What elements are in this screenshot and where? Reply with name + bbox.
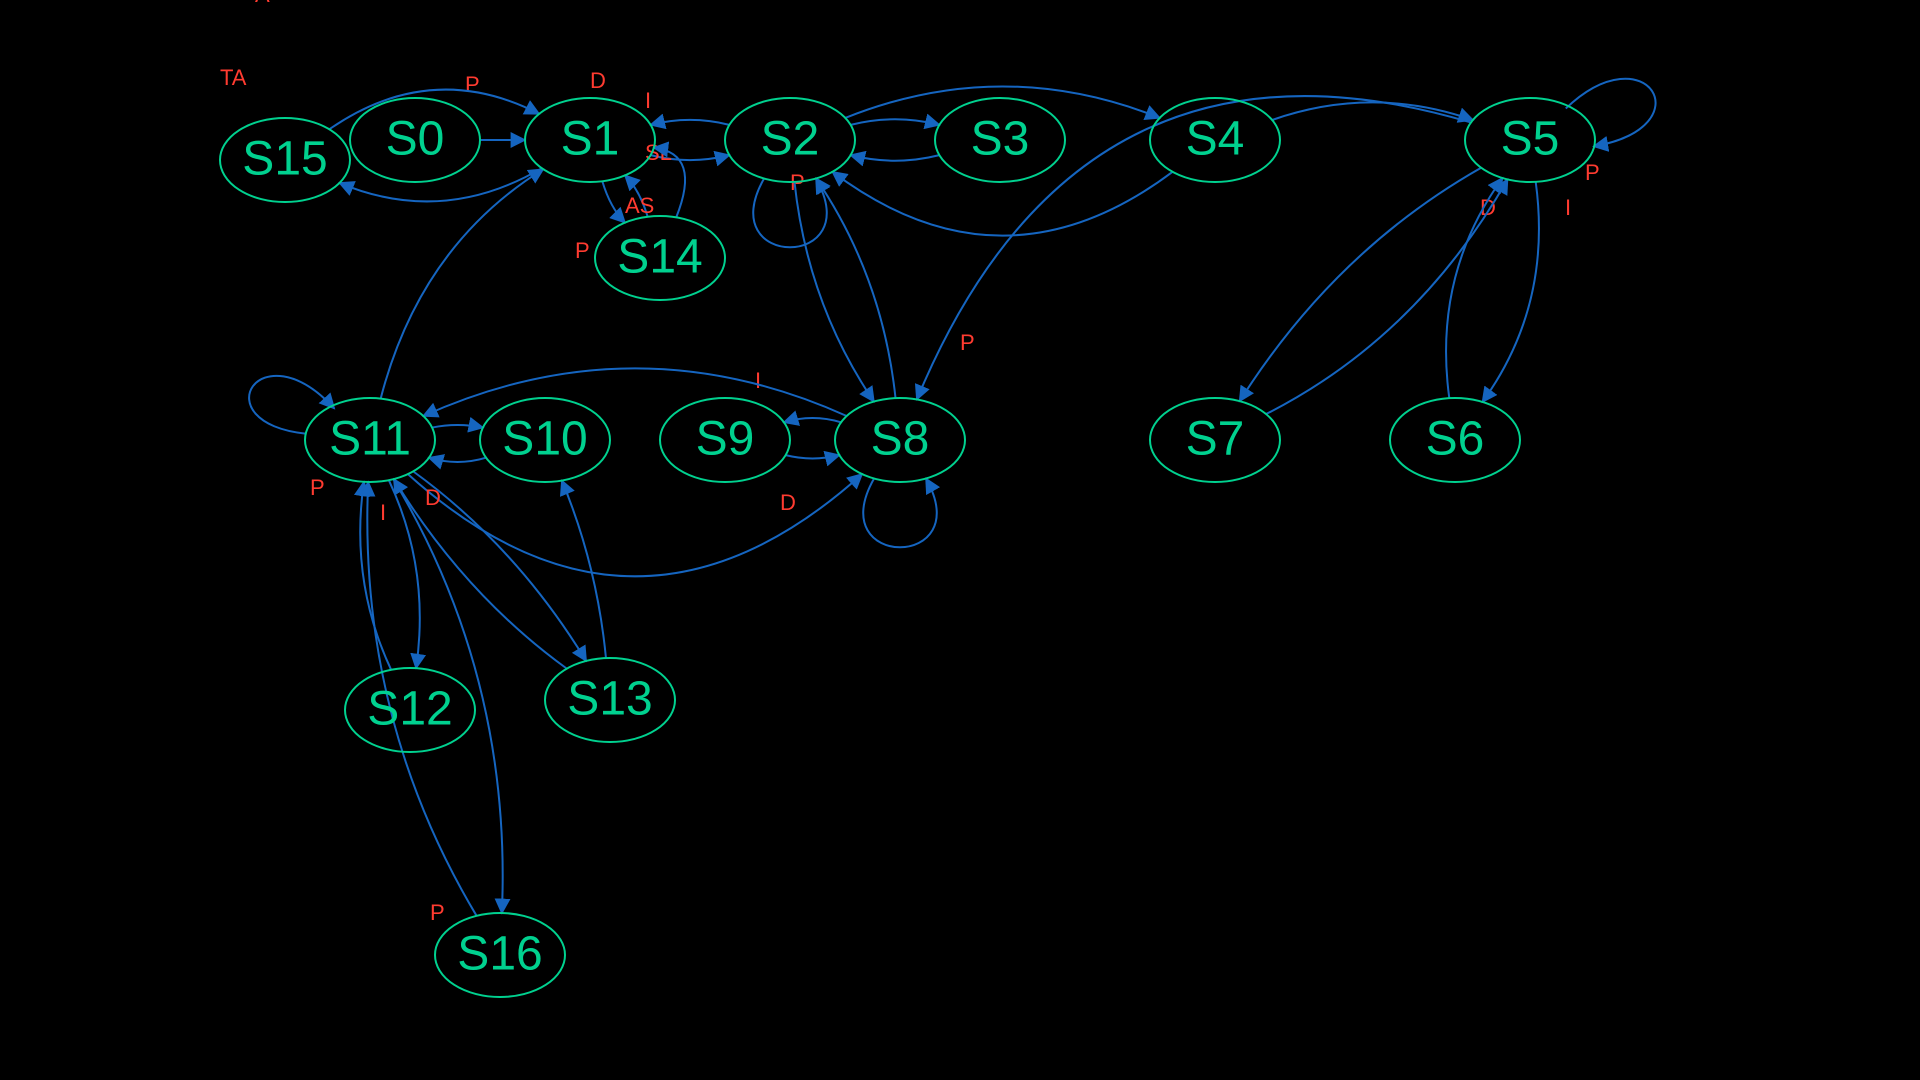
edge-S11-S1 (381, 169, 544, 398)
node-S9: S9 (660, 398, 790, 482)
node-S16: S16 (435, 913, 565, 997)
node-label-S12: S12 (367, 683, 452, 736)
edge-label-S12-S11: P (310, 475, 325, 500)
node-S3: S3 (935, 98, 1065, 182)
node-label-S4: S4 (1186, 113, 1245, 166)
state-diagram: PSLTAASAIDPIDPIPDIDPPPS15S0S1S2S3S4S5S14… (0, 0, 1920, 1080)
node-S6: S6 (1390, 398, 1520, 482)
edge-S11-S12 (389, 480, 420, 668)
node-label-S7: S7 (1186, 413, 1245, 466)
node-label-S9: S9 (696, 413, 755, 466)
node-S14: S14 (595, 216, 725, 300)
edge-label-S1-S15: TA (220, 65, 247, 90)
edge-label-S11-S12: I (380, 500, 386, 525)
node-S5: S5 (1465, 98, 1595, 182)
edge-label-S11-S16: P (430, 900, 445, 925)
node-S15: S15 (220, 118, 350, 202)
edge-S8-S9 (784, 418, 841, 422)
edge-label-S6-S5: P (1585, 160, 1600, 185)
node-S13: S13 (545, 658, 675, 742)
node-label-S0: S0 (386, 113, 445, 166)
edge-S8-S2 (816, 178, 895, 398)
edge-S11-S10 (432, 425, 483, 428)
node-label-S1: S1 (561, 113, 620, 166)
node-S4: S4 (1150, 98, 1280, 182)
edge-S7-S5 (1266, 179, 1507, 414)
edge-label-S15-S1: A (255, 0, 270, 7)
edge-S13-S10 (562, 481, 606, 659)
node-S7: S7 (1150, 398, 1280, 482)
node-label-S14: S14 (617, 231, 702, 284)
node-label-S5: S5 (1501, 113, 1560, 166)
edge-label-S14-S1: P (575, 238, 590, 263)
edge-label-S8-S11: P (960, 330, 975, 355)
node-label-S3: S3 (971, 113, 1030, 166)
node-S12: S12 (345, 668, 475, 752)
edge-S11-S11 (249, 376, 334, 434)
node-label-S8: S8 (871, 413, 930, 466)
node-S1: S1 (525, 98, 655, 182)
edge-S1-S15 (339, 168, 541, 201)
edge-S10-S11 (429, 458, 486, 462)
edge-S2-S1 (651, 120, 730, 125)
node-S8: S8 (835, 398, 965, 482)
edge-label-S2-S4: D (590, 68, 606, 93)
edge-S5-S7 (1240, 168, 1482, 401)
edge-label-S8-S9: I (755, 368, 761, 393)
node-S0: S0 (350, 98, 480, 182)
edge-S1-S14 (602, 181, 625, 222)
node-label-S2: S2 (761, 113, 820, 166)
edge-S2-S8 (794, 182, 873, 402)
edge-label-S1-S14: SL (645, 140, 672, 165)
edge-S9-S8 (786, 455, 840, 458)
edge-label-S2-S3: I (645, 88, 651, 113)
edge-label-S14-S1: AS (625, 193, 654, 218)
edge-label-S11-S13: D (425, 485, 441, 510)
edge-label-S5-S6: I (1565, 195, 1571, 220)
edge-S3-S2 (851, 155, 940, 161)
edge-S4-S5 (1272, 102, 1473, 120)
node-label-S11: S11 (329, 413, 411, 466)
node-label-S10: S10 (502, 413, 587, 466)
node-label-S15: S15 (242, 133, 327, 186)
node-S10: S10 (480, 398, 610, 482)
edge-S8-S8 (863, 479, 937, 548)
node-label-S16: S16 (457, 928, 542, 981)
edge-S8-S11 (423, 368, 846, 416)
edge-label-S9-S8: D (780, 490, 796, 515)
node-label-S6: S6 (1426, 413, 1485, 466)
edge-S2-S3 (851, 119, 940, 125)
node-S11: S11 (305, 398, 435, 482)
node-label-S13: S13 (567, 673, 652, 726)
